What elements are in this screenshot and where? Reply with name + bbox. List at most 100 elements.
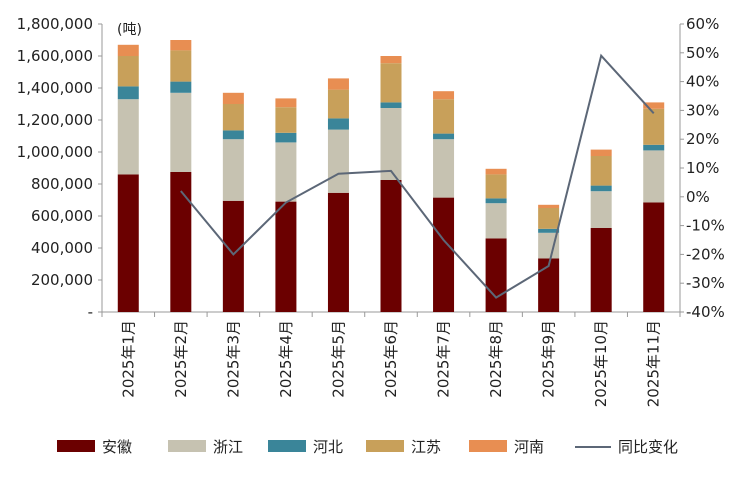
bar-segment-安徽 bbox=[538, 258, 560, 312]
legend-swatch-安徽 bbox=[57, 440, 95, 452]
bar-segment-河北 bbox=[538, 228, 560, 233]
legend-swatch-江苏 bbox=[366, 440, 404, 452]
bar-segment-浙江 bbox=[275, 142, 297, 202]
legend-label: 河北 bbox=[313, 438, 343, 456]
legend-swatch-河北 bbox=[268, 440, 306, 452]
right-tick-label: 0% bbox=[686, 188, 710, 206]
bar-segment-江苏 bbox=[275, 107, 297, 133]
bar-segment-浙江 bbox=[170, 92, 192, 172]
bar-segment-河南 bbox=[485, 168, 507, 175]
bar-segment-河北 bbox=[485, 198, 507, 204]
bar-segment-河北 bbox=[643, 144, 665, 151]
legend-label: 安徽 bbox=[102, 438, 132, 456]
bar-segment-安徽 bbox=[643, 202, 665, 312]
bar-segment-河北 bbox=[275, 132, 297, 143]
left-tick-label: 600,000 bbox=[31, 207, 93, 225]
left-tick-label: 1,200,000 bbox=[17, 111, 93, 129]
bar-segment-浙江 bbox=[485, 203, 507, 239]
bar-segment-安徽 bbox=[275, 201, 297, 312]
x-category-label: 2025年8月 bbox=[487, 320, 505, 398]
bar-segment-浙江 bbox=[380, 108, 402, 180]
right-tick-label: 30% bbox=[686, 101, 719, 119]
bar-segment-江苏 bbox=[170, 50, 192, 82]
bar-segment-江苏 bbox=[538, 208, 560, 229]
right-tick-label: 60% bbox=[686, 15, 719, 33]
right-tick-label: 50% bbox=[686, 44, 719, 62]
bar-segment-河南 bbox=[380, 56, 402, 64]
legend-swatch-浙江 bbox=[168, 440, 206, 452]
bar-segment-河北 bbox=[590, 185, 612, 192]
right-tick-label: 40% bbox=[686, 73, 719, 91]
legend-label: 同比变化 bbox=[618, 438, 678, 456]
bar-segment-河北 bbox=[222, 130, 244, 140]
x-category-label: 2025年4月 bbox=[277, 320, 295, 398]
legend-label: 浙江 bbox=[213, 438, 243, 456]
right-tick-label: -40% bbox=[686, 303, 725, 321]
x-category-label: 2025年2月 bbox=[172, 320, 190, 398]
bar-segment-河北 bbox=[433, 133, 455, 140]
bar-segment-河南 bbox=[327, 78, 349, 90]
bar-segment-浙江 bbox=[590, 191, 612, 228]
x-category-label: 2025年6月 bbox=[382, 320, 400, 398]
left-tick-label: 800,000 bbox=[31, 175, 93, 193]
bar-segment-江苏 bbox=[117, 56, 139, 87]
bar-segment-河南 bbox=[433, 91, 455, 100]
x-category-label: 2025年1月 bbox=[119, 320, 137, 398]
bar-segment-安徽 bbox=[590, 228, 612, 312]
bar-segment-河南 bbox=[117, 44, 139, 56]
x-category-label: 2025年11月 bbox=[645, 320, 663, 407]
bar-segment-河北 bbox=[327, 118, 349, 130]
bar-segment-河南 bbox=[538, 204, 560, 208]
bar-segment-浙江 bbox=[222, 139, 244, 201]
bar-segment-江苏 bbox=[433, 99, 455, 134]
x-category-label: 2025年3月 bbox=[224, 320, 242, 398]
left-tick-label: 1,600,000 bbox=[17, 47, 93, 65]
bar-segment-河南 bbox=[275, 98, 297, 108]
right-tick-label: -20% bbox=[686, 245, 725, 263]
legend-label: 河南 bbox=[514, 438, 544, 456]
legend-swatch-河南 bbox=[469, 440, 507, 452]
bar-segment-河南 bbox=[643, 102, 665, 109]
bar-segment-浙江 bbox=[327, 129, 349, 193]
bar-segment-河南 bbox=[170, 40, 192, 51]
bar-segment-江苏 bbox=[590, 156, 612, 186]
bar-segment-江苏 bbox=[643, 108, 665, 145]
left-tick-label: 1,400,000 bbox=[17, 79, 93, 97]
x-category-label: 2025年9月 bbox=[540, 320, 558, 398]
left-tick-label: 1,800,000 bbox=[17, 15, 93, 33]
bar-segment-安徽 bbox=[485, 238, 507, 312]
bar-segment-河南 bbox=[222, 92, 244, 104]
x-category-label: 2025年7月 bbox=[435, 320, 453, 398]
bar-segment-安徽 bbox=[222, 200, 244, 312]
bar-segment-安徽 bbox=[117, 174, 139, 312]
left-tick-label: 400,000 bbox=[31, 239, 93, 257]
bar-segment-江苏 bbox=[222, 104, 244, 131]
bar-segment-江苏 bbox=[485, 174, 507, 199]
left-tick-label: 200,000 bbox=[31, 271, 93, 289]
bar-segment-河南 bbox=[590, 149, 612, 156]
right-tick-label: -30% bbox=[686, 274, 725, 292]
bar-segment-河北 bbox=[117, 86, 139, 100]
legend-label: 江苏 bbox=[411, 438, 441, 456]
right-tick-label: 10% bbox=[686, 159, 719, 177]
bar-segment-江苏 bbox=[380, 63, 402, 103]
bar-segment-江苏 bbox=[327, 89, 349, 119]
left-tick-label: - bbox=[88, 303, 93, 321]
right-tick-label: -10% bbox=[686, 217, 725, 235]
x-category-label: 2025年5月 bbox=[329, 320, 347, 398]
bar-segment-安徽 bbox=[433, 197, 455, 312]
left-tick-label: 1,000,000 bbox=[17, 143, 93, 161]
bar-segment-河北 bbox=[170, 81, 192, 93]
bar-segment-浙江 bbox=[117, 99, 139, 175]
bar-segment-浙江 bbox=[538, 232, 560, 259]
unit-label: (吨) bbox=[117, 22, 142, 38]
bar-segment-安徽 bbox=[170, 172, 192, 312]
bar-segment-安徽 bbox=[327, 192, 349, 312]
bar-segment-河北 bbox=[380, 102, 402, 108]
bar-segment-浙江 bbox=[433, 139, 455, 198]
right-tick-label: 20% bbox=[686, 130, 719, 148]
bar-segment-安徽 bbox=[380, 180, 402, 312]
x-category-label: 2025年10月 bbox=[592, 320, 610, 407]
bar-segment-浙江 bbox=[643, 150, 665, 203]
